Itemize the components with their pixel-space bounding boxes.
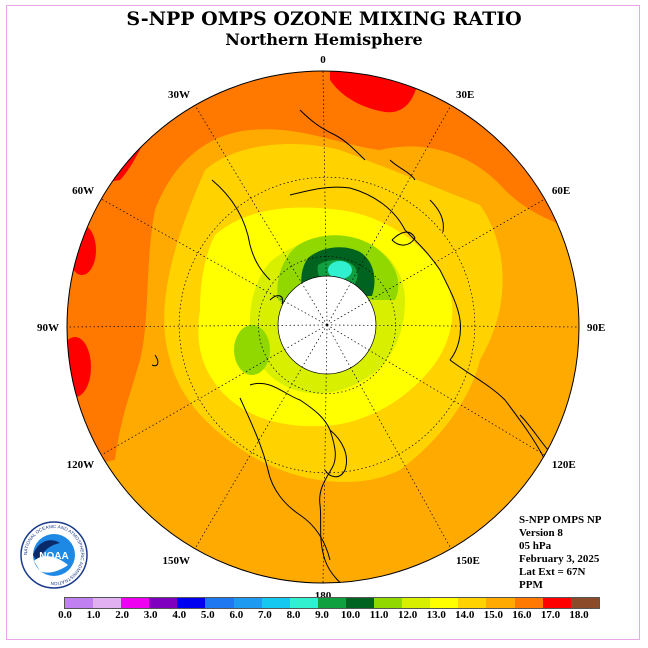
color-scale-tick-label: 13.0: [426, 609, 446, 621]
info-lat-ext: Lat Ext = 67N: [519, 566, 586, 578]
color-scale-swatch: [233, 598, 262, 608]
color-scale-swatch: [93, 598, 122, 608]
color-scale-tick-label: 10.0: [340, 609, 361, 621]
color-scale-tick-label: 15.0: [483, 609, 503, 621]
longitude-label: 150W: [163, 555, 191, 567]
latitude-circle: [178, 176, 476, 474]
color-scale-swatch: [65, 598, 94, 608]
color-scale-swatch: [430, 598, 459, 608]
longitude-label: 60W: [72, 185, 94, 197]
meridian-line: [194, 324, 328, 549]
color-scale-swatch: [542, 598, 571, 608]
color-scale-tick-label: 1.0: [86, 609, 101, 621]
color-scale-tick-label: 12.0: [398, 609, 418, 621]
color-scale-swatch: [177, 598, 206, 608]
longitude-label: 30E: [456, 89, 474, 101]
color-scale-tick-label: 8.0: [286, 609, 301, 621]
color-scale-swatch: [514, 598, 543, 608]
meridian-line: [101, 198, 328, 326]
longitude-label: 30W: [168, 89, 190, 101]
color-scale-tick-label: 4.0: [172, 609, 187, 621]
info-units: PPM: [519, 579, 543, 591]
info-pressure: 05 hPa: [519, 540, 552, 552]
contour-10-11-west: [234, 325, 270, 375]
noaa-logo: NOAA NATIONAL OCEANIC AND ATMOSPHERIC AD…: [20, 521, 88, 589]
info-instrument: S-NPP OMPS NP: [519, 514, 602, 526]
graticule: [66, 70, 580, 584]
color-scale-swatch: [402, 598, 431, 608]
color-scale-tick-label: 14.0: [455, 609, 475, 621]
longitude-label: 0: [320, 54, 326, 66]
color-scale-swatch: [205, 598, 234, 608]
color-scale-tick-label: 17.0: [540, 609, 561, 621]
color-scale-swatch: [261, 598, 290, 608]
coastlines: [151, 109, 549, 583]
color-scale-tick-label: 11.0: [369, 609, 389, 621]
color-scale-tick-label: 0.0: [58, 609, 72, 621]
figure-frame: [6, 5, 640, 640]
color-scale-tick-label: 6.0: [229, 609, 244, 621]
meridian-line: [194, 105, 328, 326]
info-panel: S-NPP OMPS NP Version 8 05 hPa February …: [519, 514, 602, 592]
color-scale-swatch: [486, 598, 515, 608]
color-scale-tick-label: 2.0: [115, 609, 129, 621]
ozone-field: [67, 71, 579, 583]
longitude-label: 120E: [552, 459, 576, 471]
contour-7-8: [328, 261, 352, 279]
color-scale-swatch: [345, 598, 375, 608]
color-scale-swatch: [570, 598, 599, 608]
longitude-label: 90W: [37, 322, 59, 334]
map-title: S-NPP OMPS OZONE MIXING RATIO: [126, 8, 522, 30]
logo-text: NOAA: [39, 551, 68, 562]
map-subtitle: Northern Hemisphere: [225, 30, 423, 49]
color-scale: [64, 597, 600, 609]
longitude-label: 60E: [552, 185, 570, 197]
color-scale-swatch: [317, 598, 346, 608]
color-scale-tick-label: 3.0: [143, 609, 158, 621]
meridian-line: [66, 324, 328, 328]
meridian-line: [326, 324, 452, 549]
longitude-label: 150E: [456, 555, 480, 567]
color-scale-tick-label: 9.0: [315, 609, 329, 621]
contour-16-17-pacific-2: [68, 225, 96, 275]
meridian-line: [322, 324, 328, 584]
color-scale-tick-label: 18.0: [569, 609, 589, 621]
contour-16-17-pacific: [67, 337, 91, 397]
color-scale-tick-label: 16.0: [512, 609, 532, 621]
latitude-circle: [258, 256, 396, 394]
color-scale-swatch: [121, 598, 150, 608]
meridian-line: [101, 324, 328, 456]
color-scale-swatch: [374, 598, 403, 608]
info-date: February 3, 2025: [519, 553, 600, 565]
color-scale-swatch: [149, 598, 178, 608]
color-scale-tick-label: 7.0: [258, 609, 272, 621]
longitude-label: 120W: [67, 459, 95, 471]
color-scale-swatch: [458, 598, 487, 608]
info-version: Version 8: [519, 527, 563, 539]
color-scale-swatch: [289, 598, 318, 608]
color-scale-tick-label: 5.0: [200, 609, 215, 621]
longitude-label: 90E: [587, 322, 605, 334]
